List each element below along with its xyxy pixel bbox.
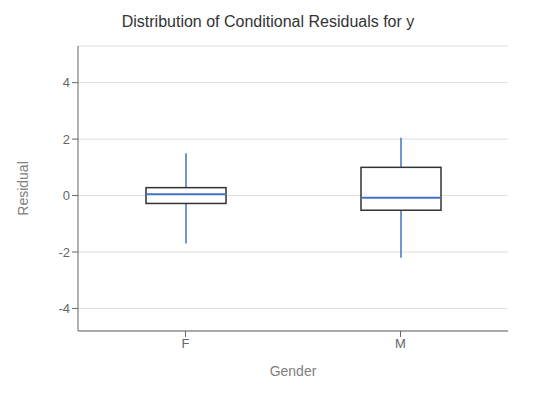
svg-text:M: M xyxy=(395,336,406,351)
svg-text:2: 2 xyxy=(63,132,70,147)
svg-text:-2: -2 xyxy=(58,245,70,260)
svg-text:0: 0 xyxy=(63,188,70,203)
svg-text:-4: -4 xyxy=(58,301,70,316)
svg-text:Gender: Gender xyxy=(270,363,317,379)
svg-text:F: F xyxy=(182,336,190,351)
svg-text:Residual: Residual xyxy=(15,161,31,215)
svg-text:4: 4 xyxy=(63,75,70,90)
html-text:Distribution of Conditional Re: Distribution of Conditional Residuals fo… xyxy=(121,13,415,30)
